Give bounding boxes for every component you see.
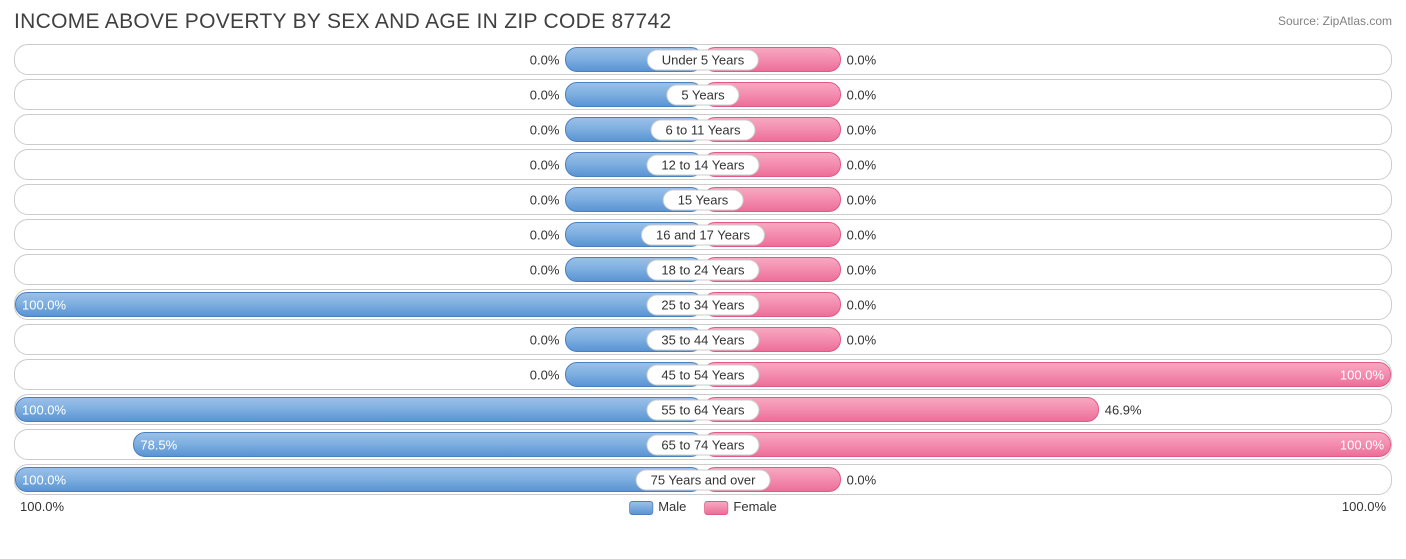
- male-value: 0.0%: [530, 262, 560, 277]
- female-bar: [703, 397, 1099, 422]
- category-label: 75 Years and over: [636, 469, 771, 490]
- chart-row: 0.0% 0.0% 5 Years: [14, 79, 1392, 110]
- male-bar: 78.5%: [133, 432, 703, 457]
- female-value: 0.0%: [847, 87, 877, 102]
- axis-tick-right: 100.0%: [1342, 499, 1386, 514]
- chart-row: 78.5% 100.0% 65 to 74 Years: [14, 429, 1392, 460]
- chart-row: 100.0% 0.0% 25 to 34 Years: [14, 289, 1392, 320]
- female-value: 0.0%: [847, 472, 877, 487]
- female-bar: 100.0%: [703, 432, 1391, 457]
- female-value: 0.0%: [847, 262, 877, 277]
- source-label: Source: ZipAtlas.com: [1278, 14, 1392, 28]
- female-value: 0.0%: [847, 157, 877, 172]
- female-value: 46.9%: [1105, 402, 1142, 417]
- category-label: 65 to 74 Years: [646, 434, 759, 455]
- female-value: 0.0%: [847, 332, 877, 347]
- category-label: 5 Years: [666, 84, 739, 105]
- legend-male-label: Male: [658, 499, 686, 514]
- legend-female: Female: [704, 499, 776, 515]
- female-value: 0.0%: [847, 52, 877, 67]
- category-label: 45 to 54 Years: [646, 364, 759, 385]
- category-label: Under 5 Years: [647, 49, 759, 70]
- male-bar: 100.0%: [15, 292, 703, 317]
- female-value: 0.0%: [847, 297, 877, 312]
- male-bar: 100.0%: [15, 467, 703, 492]
- male-value: 0.0%: [530, 122, 560, 137]
- category-label: 12 to 14 Years: [646, 154, 759, 175]
- category-label: 35 to 44 Years: [646, 329, 759, 350]
- axis-tick-left: 100.0%: [20, 499, 64, 514]
- category-label: 15 Years: [663, 189, 744, 210]
- chart-row: 0.0% 0.0% Under 5 Years: [14, 44, 1392, 75]
- male-bar: 100.0%: [15, 397, 703, 422]
- female-value: 0.0%: [847, 122, 877, 137]
- female-value: 100.0%: [1340, 437, 1384, 452]
- male-value: 100.0%: [22, 472, 66, 487]
- category-label: 16 and 17 Years: [641, 224, 765, 245]
- legend-female-label: Female: [733, 499, 776, 514]
- chart-title: INCOME ABOVE POVERTY BY SEX AND AGE IN Z…: [14, 10, 671, 34]
- male-value: 0.0%: [530, 227, 560, 242]
- category-label: 55 to 64 Years: [646, 399, 759, 420]
- male-value: 78.5%: [140, 437, 177, 452]
- diverging-bar-chart: 0.0%0.0%Under 5 Years0.0%0.0%5 Years0.0%…: [14, 44, 1392, 495]
- male-value: 0.0%: [530, 52, 560, 67]
- female-value: 0.0%: [847, 227, 877, 242]
- category-label: 25 to 34 Years: [646, 294, 759, 315]
- chart-row: 100.0% 46.9% 55 to 64 Years: [14, 394, 1392, 425]
- chart-row: 0.0% 0.0% 35 to 44 Years: [14, 324, 1392, 355]
- chart-row: 0.0% 0.0% 16 and 17 Years: [14, 219, 1392, 250]
- x-axis: 100.0% Male Female 100.0%: [14, 499, 1392, 519]
- chart-row: 0.0% 0.0% 18 to 24 Years: [14, 254, 1392, 285]
- male-value: 0.0%: [530, 332, 560, 347]
- male-value: 0.0%: [530, 157, 560, 172]
- category-label: 6 to 11 Years: [651, 119, 756, 140]
- chart-row: 0.0% 0.0% 12 to 14 Years: [14, 149, 1392, 180]
- chart-row: 0.0% 0.0% 15 Years: [14, 184, 1392, 215]
- male-value: 100.0%: [22, 297, 66, 312]
- male-swatch-icon: [629, 501, 653, 515]
- female-value: 100.0%: [1340, 367, 1384, 382]
- female-swatch-icon: [704, 501, 728, 515]
- chart-row: 0.0% 0.0% 6 to 11 Years: [14, 114, 1392, 145]
- category-label: 18 to 24 Years: [646, 259, 759, 280]
- male-value: 0.0%: [530, 87, 560, 102]
- male-value: 0.0%: [530, 367, 560, 382]
- chart-row: 100.0% 0.0% 75 Years and over: [14, 464, 1392, 495]
- legend: Male Female: [629, 499, 777, 515]
- male-value: 0.0%: [530, 192, 560, 207]
- chart-row: 0.0% 100.0% 45 to 54 Years: [14, 359, 1392, 390]
- female-value: 0.0%: [847, 192, 877, 207]
- legend-male: Male: [629, 499, 686, 515]
- female-bar: 100.0%: [703, 362, 1391, 387]
- male-value: 100.0%: [22, 402, 66, 417]
